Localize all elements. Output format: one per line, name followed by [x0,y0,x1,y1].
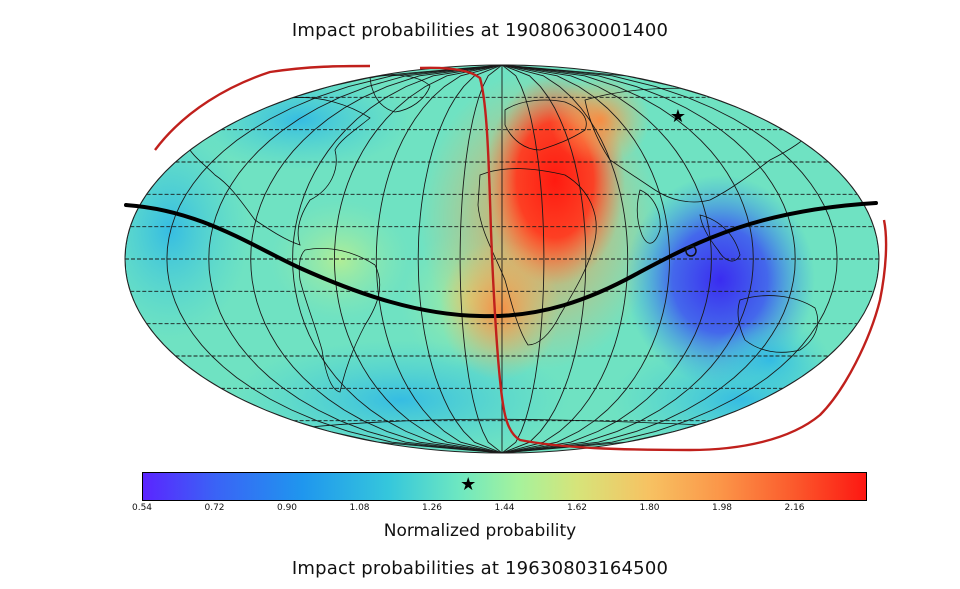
ground-track-line [124,201,878,319]
colorbar-tick-label: 0.54 [131,503,153,513]
longitude-line [166,65,503,453]
longitude-line [501,65,712,453]
title-top: Impact probabilities at 19080630001400 [291,20,669,41]
terminator-line [154,64,888,452]
colorbar-tick-label: 1.26 [421,503,443,513]
longitude-line [250,65,503,453]
coast-greenland [369,74,431,113]
longitude-line [501,65,545,453]
colorbar-tick-label: 1.62 [566,503,588,513]
longitude-line [375,65,503,453]
longitude-line [333,65,503,453]
longitude-line [208,65,503,453]
coast-africa [477,168,597,346]
longitude-line [417,65,503,453]
coast-australia [737,295,819,353]
longitude-line [501,65,796,453]
map-boundary [124,64,880,454]
colorbar-tick-label: 1.08 [349,503,370,513]
circle-marker [685,245,697,257]
longitude-line [501,65,587,453]
coast-se-asia [699,214,741,262]
longitude-line [501,65,838,453]
longitude-line [501,65,629,453]
colorbar-tick-label: 0.90 [276,503,298,513]
longitude-line [459,65,503,453]
colorbar-star-icon: ★ [460,474,477,495]
colorbar [142,472,867,501]
longitude-line [501,65,671,453]
star-marker: ★ [670,106,686,127]
colorbar-tick-label: 1.80 [639,503,660,513]
coast-india [636,189,661,244]
colorbar-tick-label: 1.98 [711,503,733,513]
longitude-line [501,65,754,453]
heatmap-mid-sa [270,200,410,320]
colorbar-tick-label: 1.44 [494,503,515,513]
coast-south-america [298,247,381,393]
colorbar-tick-label: 2.16 [784,503,805,513]
longitude-line [292,65,503,453]
colorbar-tick-label: 0.72 [204,503,225,513]
colorbar-label: Normalized probability [383,521,577,541]
coast-europe [504,99,587,151]
heatmap-low-north [190,70,410,170]
title-bottom: Impact probabilities at 19630803164500 [291,558,669,579]
heatmap-high-north [550,75,650,165]
heatmap-layer [125,65,879,453]
colorbar-ticks: 0.54 0.72 0.90 1.08 1.26 1.44 1.62 1.80 1.98 2.16 [132,503,867,519]
